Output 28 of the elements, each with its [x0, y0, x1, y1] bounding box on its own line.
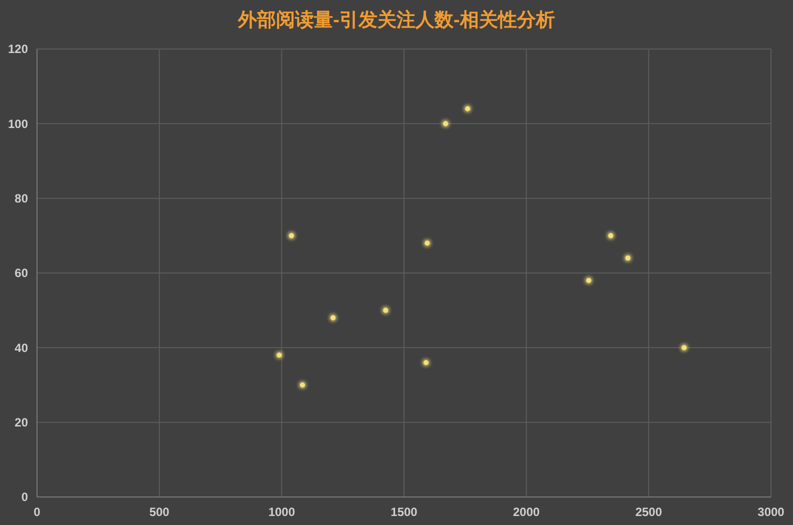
point [276, 352, 282, 358]
x-tick-label: 0 [34, 505, 41, 519]
point [300, 382, 305, 388]
chart-title: 外部阅读量-引发关注人数-相关性分析 [237, 9, 555, 31]
point [682, 345, 687, 350]
x-tick-label: 500 [149, 505, 170, 519]
point [443, 121, 448, 126]
x-tick-label: 3000 [758, 505, 785, 519]
point [608, 233, 614, 238]
y-tick-label: 40 [14, 340, 28, 355]
y-tick-label: 20 [14, 416, 28, 430]
y-tick-label: 0 [21, 490, 28, 504]
point [288, 233, 294, 238]
x-tick-label: 1000 [268, 505, 296, 519]
x-tick-label: 2500 [635, 505, 662, 519]
point [465, 106, 470, 112]
point [423, 360, 429, 366]
point [625, 256, 630, 261]
y-tick-label: 80 [14, 192, 28, 206]
point [330, 315, 336, 320]
y-tick-label: 60 [14, 266, 28, 280]
y-tick-label: 100 [8, 116, 28, 131]
point [424, 240, 430, 246]
point [383, 308, 388, 313]
x-tick-label: 1500 [390, 505, 418, 519]
x-tick-label: 2000 [512, 505, 540, 519]
y-tick-label: 120 [8, 42, 28, 56]
point [586, 278, 592, 283]
